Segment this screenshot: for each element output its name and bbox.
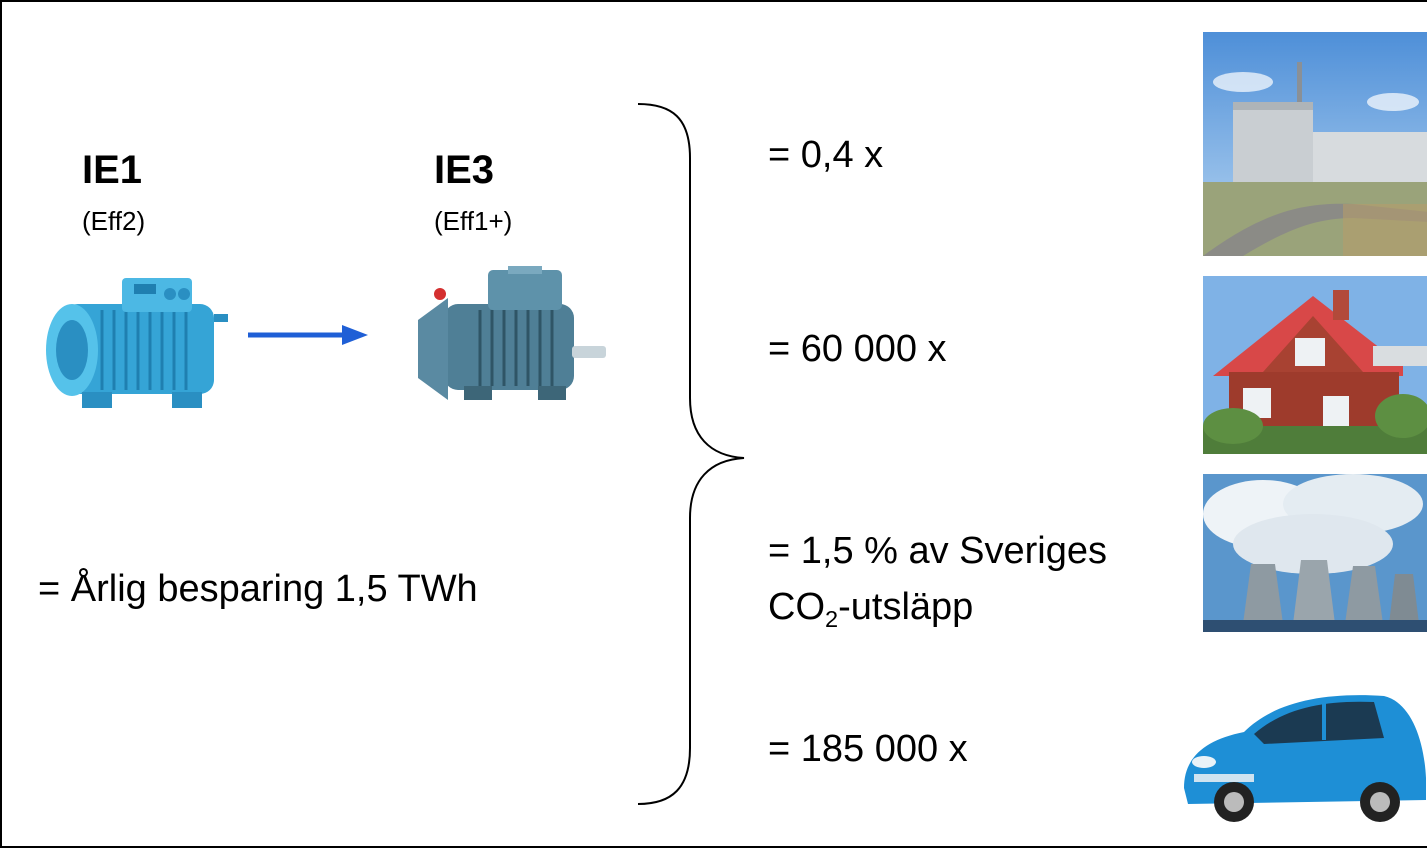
equivalent-co2-line1: = 1,5 % av Sveriges <box>768 530 1108 572</box>
ie3-sublabel: (Eff1+) <box>434 206 513 236</box>
equivalent-co2-line2: CO2-utsläpp <box>768 586 974 633</box>
cooling-towers-image <box>1203 474 1427 632</box>
annual-savings-text: = Årlig besparing 1,5 TWh <box>38 568 478 610</box>
ie3-label: IE3 <box>434 148 495 192</box>
house-image <box>1203 276 1427 454</box>
ie1-sublabel: (Eff2) <box>82 206 146 236</box>
curly-brace <box>637 103 745 805</box>
ie3-motor-image <box>418 266 606 400</box>
equivalent-nuclear-text: = 0,4 x <box>768 134 884 176</box>
equivalent-houses-text: = 60 000 x <box>768 328 947 370</box>
upgrade-arrow-icon <box>248 325 368 345</box>
nuclear-power-plant-image <box>1203 32 1427 256</box>
car-image <box>1184 695 1426 822</box>
ie1-motor-image <box>46 278 228 408</box>
equivalent-cars-text: = 185 000 x <box>768 728 968 770</box>
ie1-label: IE1 <box>82 148 143 192</box>
